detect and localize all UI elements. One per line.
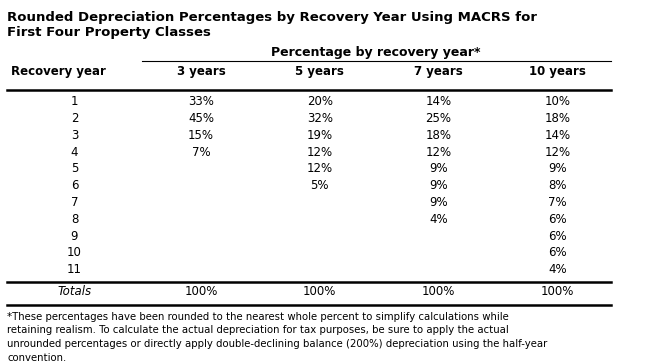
Text: Rounded Depreciation Percentages by Recovery Year Using MACRS for
First Four Pro: Rounded Depreciation Percentages by Reco…	[7, 11, 537, 39]
Text: 4%: 4%	[429, 213, 448, 226]
Text: 7%: 7%	[192, 146, 210, 158]
Text: 14%: 14%	[544, 129, 570, 142]
Text: 5 years: 5 years	[295, 64, 344, 78]
Text: 5: 5	[71, 162, 78, 175]
Text: 7: 7	[71, 196, 78, 209]
Text: 12%: 12%	[306, 162, 333, 175]
Text: 12%: 12%	[306, 146, 333, 158]
Text: 45%: 45%	[188, 112, 214, 125]
Text: 14%: 14%	[426, 95, 452, 108]
Text: 9%: 9%	[429, 196, 448, 209]
Text: 18%: 18%	[544, 112, 570, 125]
Text: 19%: 19%	[306, 129, 333, 142]
Text: 10%: 10%	[544, 95, 570, 108]
Text: Recovery year: Recovery year	[10, 64, 106, 78]
Text: 32%: 32%	[306, 112, 333, 125]
Text: 9%: 9%	[548, 162, 567, 175]
Text: 100%: 100%	[303, 285, 336, 298]
Text: 6%: 6%	[548, 246, 567, 260]
Text: 25%: 25%	[426, 112, 451, 125]
Text: 11: 11	[67, 263, 82, 276]
Text: 12%: 12%	[426, 146, 452, 158]
Text: 6%: 6%	[548, 230, 567, 242]
Text: 100%: 100%	[541, 285, 574, 298]
Text: 10: 10	[67, 246, 82, 260]
Text: 6: 6	[71, 179, 78, 192]
Text: 8: 8	[71, 213, 78, 226]
Text: 4%: 4%	[548, 263, 567, 276]
Text: 1: 1	[71, 95, 78, 108]
Text: 3 years: 3 years	[177, 64, 226, 78]
Text: 7%: 7%	[548, 196, 567, 209]
Text: 18%: 18%	[426, 129, 451, 142]
Text: 100%: 100%	[185, 285, 218, 298]
Text: 100%: 100%	[422, 285, 455, 298]
Text: 7 years: 7 years	[414, 64, 463, 78]
Text: 9: 9	[71, 230, 78, 242]
Text: 12%: 12%	[544, 146, 570, 158]
Text: 6%: 6%	[548, 213, 567, 226]
Text: 8%: 8%	[548, 179, 567, 192]
Text: 10 years: 10 years	[529, 64, 585, 78]
Text: 9%: 9%	[429, 162, 448, 175]
Text: 20%: 20%	[306, 95, 333, 108]
Text: 15%: 15%	[188, 129, 214, 142]
Text: 5%: 5%	[310, 179, 329, 192]
Text: 4: 4	[71, 146, 78, 158]
Text: 33%: 33%	[188, 95, 214, 108]
Text: *These percentages have been rounded to the nearest whole percent to simplify ca: *These percentages have been rounded to …	[7, 312, 548, 363]
Text: Percentage by recovery year*: Percentage by recovery year*	[271, 46, 481, 59]
Text: Totals: Totals	[57, 285, 91, 298]
Text: 9%: 9%	[429, 179, 448, 192]
Text: 2: 2	[71, 112, 78, 125]
Text: 3: 3	[71, 129, 78, 142]
